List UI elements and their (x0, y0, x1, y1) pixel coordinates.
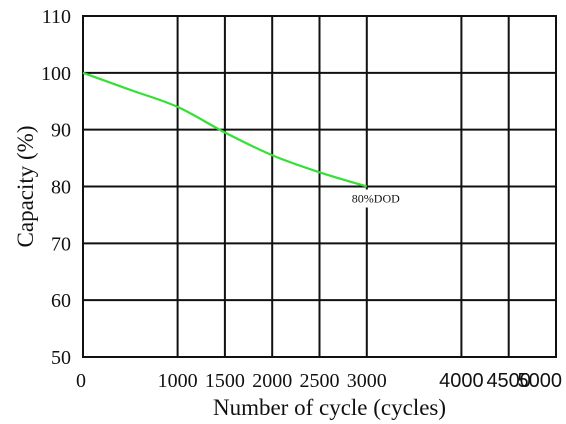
x-tick-label: 2000 (252, 370, 292, 392)
y-tick-labels: 50 60 70 80 90 100 110 (41, 6, 71, 369)
x-tick-label: 4500 (486, 370, 531, 392)
y-tick-label: 90 (51, 120, 71, 142)
annotations: 80%DOD (334, 189, 417, 208)
x-axis-title: Number of cycle (cycles) (213, 395, 446, 420)
x-tick-label: 0 (76, 370, 86, 392)
y-axis-title: Capacity (%) (13, 126, 38, 248)
plot-frame (82, 15, 557, 358)
y-tick-label: 110 (42, 6, 71, 28)
x-tick-label: 1000 (158, 370, 198, 392)
y-tick-label: 80 (51, 177, 71, 199)
y-tick-label: 60 (51, 290, 71, 312)
grid-lines (83, 16, 556, 357)
y-tick-label: 50 (51, 347, 71, 369)
x-tick-label: 3000 (347, 370, 387, 392)
x-tick-label: 2500 (300, 370, 340, 392)
x-tick-label: 5000 (518, 370, 563, 392)
annotation-background (334, 189, 417, 208)
annotation-label: 80%DOD (352, 192, 400, 206)
series-layer (82, 71, 368, 188)
y-tick-label: 70 (51, 233, 71, 255)
x-tick-label: 4000 (439, 370, 484, 392)
x-tick-label: 1500 (205, 370, 245, 392)
series-line (82, 71, 368, 188)
y-tick-label: 100 (41, 63, 71, 85)
